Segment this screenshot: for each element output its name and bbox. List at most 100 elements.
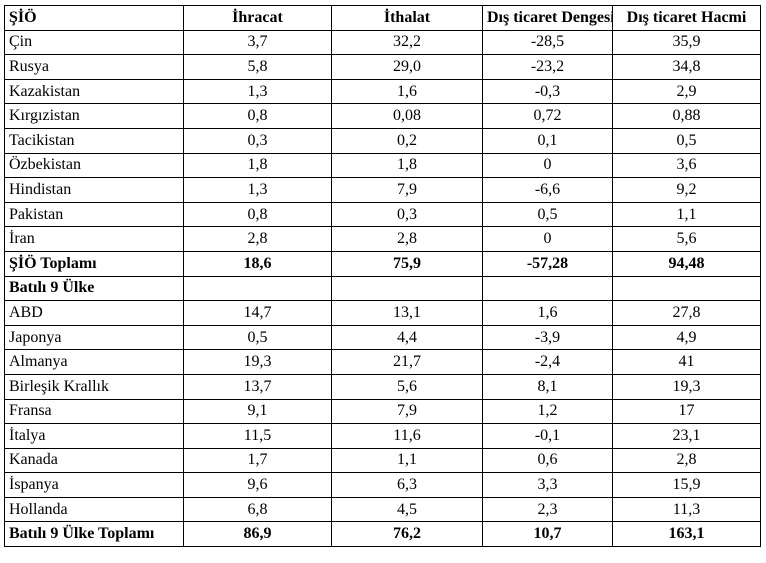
cell-trade-balance: 0 — [482, 152, 613, 179]
cell-export: 13,7 — [183, 373, 332, 400]
cell-trade-volume: 35,9 — [612, 29, 761, 56]
cell-export: 1,7 — [183, 447, 332, 474]
cell-export: 1,3 — [183, 78, 332, 105]
cell-import: 6,3 — [331, 472, 483, 498]
cell-trade-volume: 94,48 — [612, 250, 761, 277]
cell-export — [183, 275, 332, 302]
cell-country: Özbekistan — [4, 152, 184, 179]
header-row: ŞİÖ İhracat İthalat Dış ticaret Dengesi … — [4, 5, 761, 31]
cell-trade-volume: 9,2 — [612, 177, 761, 203]
cell-import: 0,3 — [331, 201, 483, 228]
table-row: Rusya 5,8 29,0 -23,2 34,8 — [4, 54, 761, 80]
table-row: İtalya 11,5 11,6 -0,1 23,1 — [4, 423, 761, 449]
cell-country: Almanya — [4, 349, 184, 375]
cell-export: 9,1 — [183, 398, 332, 425]
table-row: Birleşik Krallık 13,7 5,6 8,1 19,3 — [4, 373, 761, 400]
cell-country: Hollanda — [4, 496, 184, 523]
cell-trade-volume: 17 — [612, 398, 761, 425]
cell-trade-volume: 4,9 — [612, 324, 761, 351]
cell-trade-volume: 34,8 — [612, 54, 761, 80]
cell-trade-volume: 2,8 — [612, 447, 761, 474]
cell-trade-volume: 3,6 — [612, 152, 761, 179]
cell-country: Çin — [4, 29, 184, 56]
trade-table: ŞİÖ İhracat İthalat Dış ticaret Dengesi … — [4, 5, 761, 548]
cell-import: 11,6 — [331, 423, 483, 449]
table-row: Tacikistan 0,3 0,2 0,1 0,5 — [4, 127, 761, 154]
cell-trade-balance: -57,28 — [482, 250, 613, 277]
cell-trade-volume — [612, 275, 761, 302]
cell-export: 1,8 — [183, 152, 332, 179]
cell-import: 4,4 — [331, 324, 483, 351]
cell-trade-volume: 163,1 — [612, 521, 761, 548]
table-row: İran 2,8 2,8 0 5,6 — [4, 226, 761, 252]
cell-trade-volume: 0,88 — [612, 103, 761, 129]
cell-import: 4,5 — [331, 496, 483, 523]
cell-trade-volume: 15,9 — [612, 472, 761, 498]
table-row: Japonya 0,5 4,4 -3,9 4,9 — [4, 324, 761, 351]
cell-trade-balance: -28,5 — [482, 29, 613, 56]
cell-trade-balance: 2,3 — [482, 496, 613, 523]
cell-export: 0,5 — [183, 324, 332, 351]
cell-trade-balance: 8,1 — [482, 373, 613, 400]
cell-export: 18,6 — [183, 250, 332, 277]
cell-trade-balance: -2,4 — [482, 349, 613, 375]
cell-trade-balance: -0,1 — [482, 423, 613, 449]
cell-import: 13,1 — [331, 300, 483, 326]
cell-import: 7,9 — [331, 177, 483, 203]
cell-trade-balance: 1,6 — [482, 300, 613, 326]
cell-country: ŞİÖ Toplamı — [4, 250, 184, 277]
table-row: Kanada 1,7 1,1 0,6 2,8 — [4, 447, 761, 474]
header-import: İthalat — [331, 5, 483, 31]
header-trade-volume: Dış ticaret Hacmi — [612, 5, 761, 31]
cell-import: 5,6 — [331, 373, 483, 400]
cell-import: 7,9 — [331, 398, 483, 425]
table-row: Çin 3,7 32,2 -28,5 35,9 — [4, 29, 761, 56]
cell-country: Kanada — [4, 447, 184, 474]
cell-export: 0,8 — [183, 103, 332, 129]
cell-trade-volume: 27,8 — [612, 300, 761, 326]
cell-export: 6,8 — [183, 496, 332, 523]
cell-export: 0,8 — [183, 201, 332, 228]
cell-export: 14,7 — [183, 300, 332, 326]
cell-export: 2,8 — [183, 226, 332, 252]
cell-trade-balance: 1,2 — [482, 398, 613, 425]
cell-trade-balance: 0 — [482, 226, 613, 252]
cell-country: İtalya — [4, 423, 184, 449]
header-trade-balance: Dış ticaret Dengesi — [482, 5, 613, 31]
cell-export: 11,5 — [183, 423, 332, 449]
cell-trade-volume: 5,6 — [612, 226, 761, 252]
header-country: ŞİÖ — [4, 5, 184, 31]
cell-import: 29,0 — [331, 54, 483, 80]
cell-trade-balance: -23,2 — [482, 54, 613, 80]
cell-trade-balance: 10,7 — [482, 521, 613, 548]
cell-country: Kırgızistan — [4, 103, 184, 129]
table-row: Fransa 9,1 7,9 1,2 17 — [4, 398, 761, 425]
cell-import: 1,6 — [331, 78, 483, 105]
table-row: Özbekistan 1,8 1,8 0 3,6 — [4, 152, 761, 179]
table-row: Kazakistan 1,3 1,6 -0,3 2,9 — [4, 78, 761, 105]
cell-trade-volume: 19,3 — [612, 373, 761, 400]
header-export: İhracat — [183, 5, 332, 31]
cell-country: Hindistan — [4, 177, 184, 203]
cell-trade-balance: -3,9 — [482, 324, 613, 351]
table-row: Batılı 9 Ülke — [4, 275, 761, 302]
table-row: Kırgızistan 0,8 0,08 0,72 0,88 — [4, 103, 761, 129]
table-row: ABD 14,7 13,1 1,6 27,8 — [4, 300, 761, 326]
table-row: Batılı 9 Ülke Toplamı 86,9 76,2 10,7 163,1 — [4, 521, 761, 548]
cell-trade-balance: -6,6 — [482, 177, 613, 203]
cell-import: 0,08 — [331, 103, 483, 129]
cell-export: 19,3 — [183, 349, 332, 375]
cell-trade-balance: 0,72 — [482, 103, 613, 129]
cell-country: İspanya — [4, 472, 184, 498]
cell-trade-balance: -0,3 — [482, 78, 613, 105]
cell-import: 21,7 — [331, 349, 483, 375]
cell-trade-volume: 0,5 — [612, 127, 761, 154]
cell-trade-balance: 3,3 — [482, 472, 613, 498]
cell-country: Japonya — [4, 324, 184, 351]
cell-export: 1,3 — [183, 177, 332, 203]
cell-country: İran — [4, 226, 184, 252]
cell-country: Pakistan — [4, 201, 184, 228]
table-row: Almanya 19,3 21,7 -2,4 41 — [4, 349, 761, 375]
table-row: Pakistan 0,8 0,3 0,5 1,1 — [4, 201, 761, 228]
cell-import: 1,1 — [331, 447, 483, 474]
